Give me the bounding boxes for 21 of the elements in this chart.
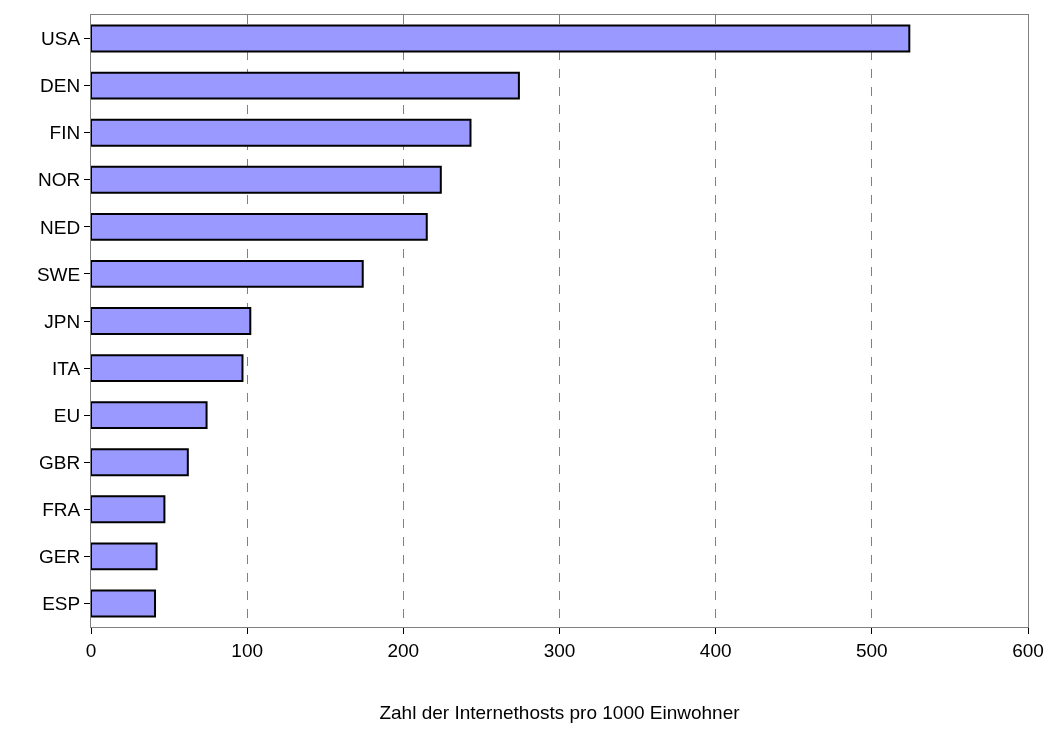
y-tick-label: FRA bbox=[42, 498, 81, 520]
x-tick-label: 100 bbox=[231, 639, 264, 661]
y-tick-label: JPN bbox=[44, 310, 81, 332]
x-tick-label: 200 bbox=[387, 639, 420, 661]
x-axis-title: Zahl der Internethosts pro 1000 Einwohner bbox=[379, 701, 741, 723]
y-tick-label: EU bbox=[53, 404, 81, 426]
x-tick-label: 500 bbox=[855, 639, 888, 661]
y-tick-label: FIN bbox=[49, 122, 81, 144]
x-tick-label: 300 bbox=[543, 639, 576, 661]
y-tick-label: NED bbox=[40, 216, 81, 238]
y-tick-label: ITA bbox=[52, 357, 81, 379]
y-tick-label: DEN bbox=[40, 75, 81, 97]
x-tick-label: 400 bbox=[699, 639, 732, 661]
y-tick-label: NOR bbox=[37, 169, 81, 191]
y-tick-label: GER bbox=[39, 546, 81, 568]
x-tick-label: 0 bbox=[85, 639, 97, 661]
y-tick-label: USA bbox=[41, 28, 81, 50]
x-tick-label: 600 bbox=[1012, 639, 1044, 661]
y-tick-label: ESP bbox=[42, 593, 81, 615]
y-tick-label: GBR bbox=[39, 451, 81, 473]
y-tick-label: SWE bbox=[36, 263, 81, 285]
